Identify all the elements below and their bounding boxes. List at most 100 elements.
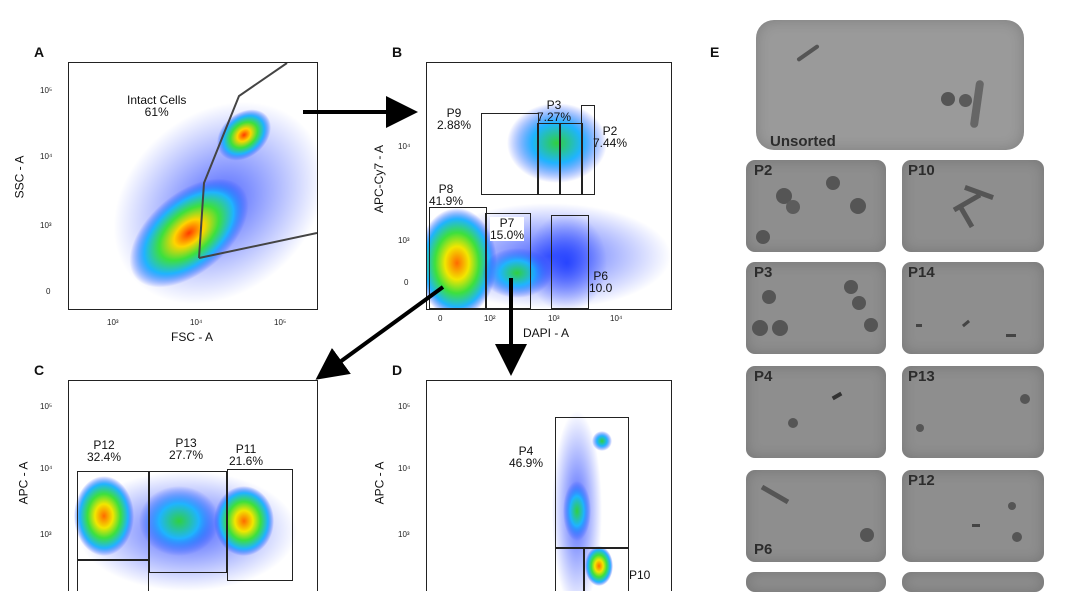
- gate-p3b: [559, 123, 583, 195]
- gate-name: P8: [438, 182, 454, 196]
- x-axis-label-b: DAPI - A: [523, 326, 570, 340]
- ytick: 0: [404, 278, 409, 287]
- gate-name: Intact Cells: [127, 93, 187, 107]
- gate-name: P13: [175, 436, 197, 450]
- gate-p6: [551, 215, 589, 309]
- gate-name: P7: [499, 216, 515, 230]
- gate-name: P3: [546, 98, 562, 112]
- x-axis-label-a: FSC - A: [171, 330, 214, 344]
- cell-icon: [1012, 532, 1022, 542]
- y-axis-label-a: SSC - A: [12, 155, 27, 199]
- gate-intact-cells: [198, 63, 288, 259]
- gate-p8: [429, 207, 487, 309]
- gate-pct: 15.0%: [490, 228, 525, 242]
- gate-label-intact: Intact Cells 61%: [127, 94, 186, 118]
- cell-icon: [844, 280, 858, 294]
- diatom-icon: [831, 391, 843, 401]
- arrow-b-to-c: [315, 285, 445, 380]
- micrograph-bottom-left: [746, 572, 886, 592]
- tile-label: P3: [754, 264, 773, 281]
- micrograph-p14: P14: [902, 262, 1044, 354]
- tile-label: P12: [908, 472, 935, 489]
- scatter-a: [113, 63, 317, 305]
- panel-letter-e: E: [710, 44, 720, 60]
- gate-label-p7: P7 15.0%: [490, 216, 525, 242]
- gate-pct: 27.7%: [169, 448, 204, 462]
- gate-name: P12: [93, 438, 115, 452]
- xtick: 10⁴: [190, 318, 203, 327]
- xtick: 10³: [548, 314, 560, 323]
- cell-icon: [1008, 502, 1016, 510]
- cell-icon: [959, 94, 972, 107]
- cell-icon: [941, 92, 955, 106]
- xtick: 10⁴: [610, 314, 623, 323]
- diatom-icon: [952, 192, 982, 213]
- gate-pct: 7.27%: [537, 110, 572, 124]
- xtick: 10²: [484, 314, 496, 323]
- plot-c: P12 32.4% P13 27.7% P11 21.6%: [68, 380, 318, 591]
- tile-label: P10: [908, 162, 935, 179]
- ytick: 10⁵: [40, 86, 53, 95]
- gate-label-p10: P10: [629, 569, 650, 581]
- y-axis-label-b: APC-Cy7 - A: [372, 144, 387, 214]
- xtick: 0: [438, 314, 443, 323]
- plot-d: P4 46.9% P10: [426, 380, 672, 591]
- gate-label-p6: P6 10.0: [589, 270, 612, 294]
- gate-p13: [149, 471, 227, 573]
- ytick: 10³: [40, 530, 52, 539]
- gate-pct: 46.9%: [509, 456, 544, 470]
- panel-letter-a: A: [34, 44, 45, 60]
- cell-icon: [1020, 394, 1030, 404]
- gate-label-p3: P3 7.27%: [537, 99, 571, 123]
- cell-icon: [850, 198, 866, 214]
- ytick: 0: [46, 287, 51, 296]
- ytick: 10³: [40, 221, 52, 230]
- ytick: 10⁴: [398, 464, 411, 473]
- gate-label-p2: P2 7.44%: [593, 125, 627, 149]
- gate-p12: [77, 471, 149, 561]
- diatom-icon: [969, 79, 985, 129]
- diatom-icon: [972, 524, 980, 527]
- tile-label: P6: [754, 541, 773, 558]
- cell-icon: [756, 230, 770, 244]
- diatom-icon: [760, 484, 790, 505]
- gate-d-low: [555, 547, 585, 591]
- gate-name: P10: [629, 568, 651, 582]
- gate-p11: [227, 469, 293, 581]
- micrograph-bottom-right: [902, 572, 1044, 592]
- xtick: 10³: [107, 318, 119, 327]
- cell-icon: [762, 290, 776, 304]
- ytick: 10⁵: [40, 402, 53, 411]
- gate-label-p4: P4 46.9%: [509, 445, 543, 469]
- scatter-c: [74, 471, 297, 591]
- cell-icon: [752, 320, 768, 336]
- cell-icon: [864, 318, 878, 332]
- gate-p3: [537, 123, 561, 195]
- gate-p14: [77, 559, 149, 591]
- micrograph-p6: P6: [746, 470, 886, 562]
- tile-label: Unsorted: [770, 133, 836, 150]
- y-axis-label-c: APC - A: [16, 461, 31, 505]
- diatom-icon: [957, 204, 975, 229]
- tile-label: P4: [754, 368, 773, 385]
- gate-pct: 61%: [144, 105, 169, 119]
- micrograph-p2: P2: [746, 160, 886, 252]
- y-axis-label-d: APC - A: [372, 461, 387, 505]
- cell-icon: [788, 418, 798, 428]
- cell-icon: [776, 188, 792, 204]
- cell-icon: [860, 528, 874, 542]
- ytick: 10⁴: [40, 464, 53, 473]
- cell-icon: [772, 320, 788, 336]
- tile-label: P2: [754, 162, 773, 179]
- gate-label-p12: P12 32.4%: [87, 439, 121, 463]
- xtick: 10⁵: [274, 318, 287, 327]
- panel-letter-d: D: [392, 362, 403, 378]
- ytick: 10⁴: [40, 152, 53, 161]
- gate-label-p11: P11 21.6%: [229, 443, 263, 467]
- diatom-icon: [796, 43, 820, 63]
- plot-a: Intact Cells 61%: [68, 62, 318, 310]
- gate-label-p8: P8 41.9%: [429, 183, 463, 207]
- scatter-b: [427, 103, 671, 309]
- panel-letter-b: B: [392, 44, 403, 60]
- cell-icon: [852, 296, 866, 310]
